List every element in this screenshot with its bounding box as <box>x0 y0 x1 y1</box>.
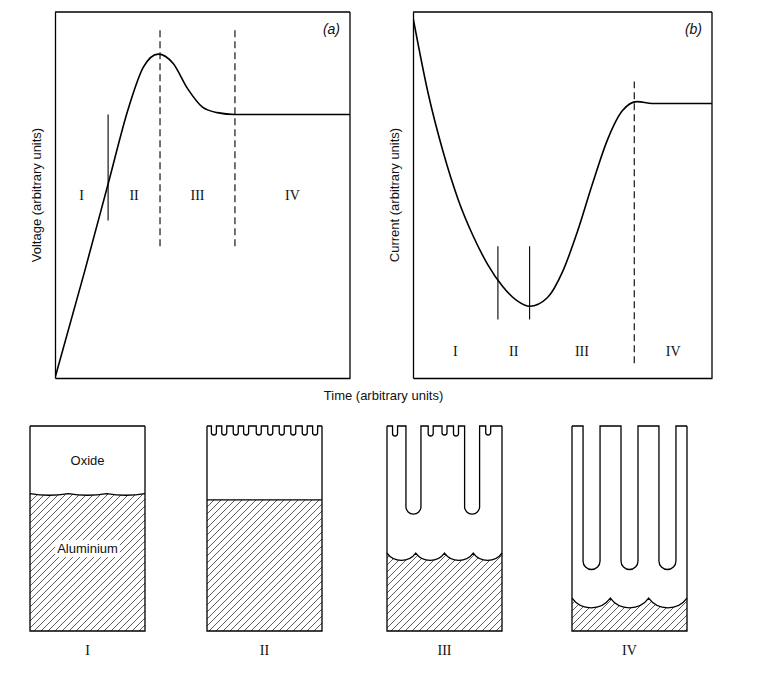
chart-panel: IIIIIIIV(a)Voltage (arbitrary units) <box>29 12 351 379</box>
region-label: IV <box>666 344 681 359</box>
oxide-metal-interface <box>572 598 687 608</box>
chart-panel: IIIIIIIV(b)Current (arbitrary units) <box>387 12 713 379</box>
y-axis-line <box>413 13 414 379</box>
panel-stage-label: III <box>438 643 452 658</box>
region-boundary <box>234 27 235 247</box>
y-axis <box>413 13 414 379</box>
data-line <box>413 17 712 306</box>
aluminium-region <box>572 598 687 631</box>
panel-frame <box>207 426 322 631</box>
y-axis-title: Voltage (arbitrary units) <box>29 128 44 262</box>
region-label: IV <box>285 188 300 203</box>
x-axis-title: Time (arbitrary units) <box>324 388 443 403</box>
x-axis-line <box>56 378 351 379</box>
region-label: II <box>129 188 139 203</box>
x-axis <box>56 378 351 379</box>
region-boundary <box>634 82 635 364</box>
oxide-surface <box>207 426 322 435</box>
frame-right <box>711 12 712 378</box>
label-background <box>55 540 120 557</box>
region-label: III <box>190 188 204 203</box>
oxide-surface <box>572 426 687 570</box>
panel-frame <box>572 426 687 631</box>
y-axis-title: Current (arbitrary units) <box>387 128 402 262</box>
region-boundary <box>497 246 498 319</box>
x-axis-line <box>414 378 713 379</box>
panel-stage-label: II <box>260 643 270 658</box>
frame-top <box>55 11 350 12</box>
region-label: III <box>575 344 589 359</box>
oxide-surface <box>30 425 145 426</box>
panel-label: (b) <box>685 21 702 37</box>
figure: IIIIIIIV(a)Voltage (arbitrary units)IIII… <box>0 0 764 691</box>
plot-area <box>413 17 712 306</box>
region-label: II <box>509 344 519 359</box>
oxide-label: Oxide <box>71 453 105 468</box>
schematic-panel: II <box>207 426 322 658</box>
panel-frame <box>30 426 145 631</box>
oxide-metal-interface <box>387 553 502 560</box>
panel-stage-label: IV <box>622 643 637 658</box>
region-label: I <box>453 344 458 359</box>
aluminium-region <box>30 494 145 631</box>
panel-stage-label: I <box>85 643 90 658</box>
panel-label: (a) <box>323 21 340 37</box>
schematic-panel: IV <box>572 426 687 658</box>
region-boundary <box>108 114 109 220</box>
panel-frame <box>387 426 502 631</box>
aluminium-region <box>387 553 502 631</box>
aluminium-region <box>207 500 322 631</box>
data-line <box>55 54 350 378</box>
region-boundary <box>159 27 160 247</box>
schematic-panel: III <box>387 426 502 658</box>
schematic-panel: Oxide Aluminium I <box>30 426 145 658</box>
x-axis <box>414 378 713 379</box>
plot-area <box>55 54 350 378</box>
oxide-metal-interface <box>207 499 322 500</box>
frame-right <box>349 12 350 378</box>
region-label: I <box>79 188 84 203</box>
frame-top <box>413 11 712 12</box>
oxide-surface <box>387 426 502 514</box>
y-axis <box>55 13 56 379</box>
region-boundary <box>529 246 530 319</box>
metal-label: Aluminium <box>57 541 118 556</box>
oxide-metal-interface <box>30 494 145 496</box>
y-axis-line <box>55 13 56 379</box>
